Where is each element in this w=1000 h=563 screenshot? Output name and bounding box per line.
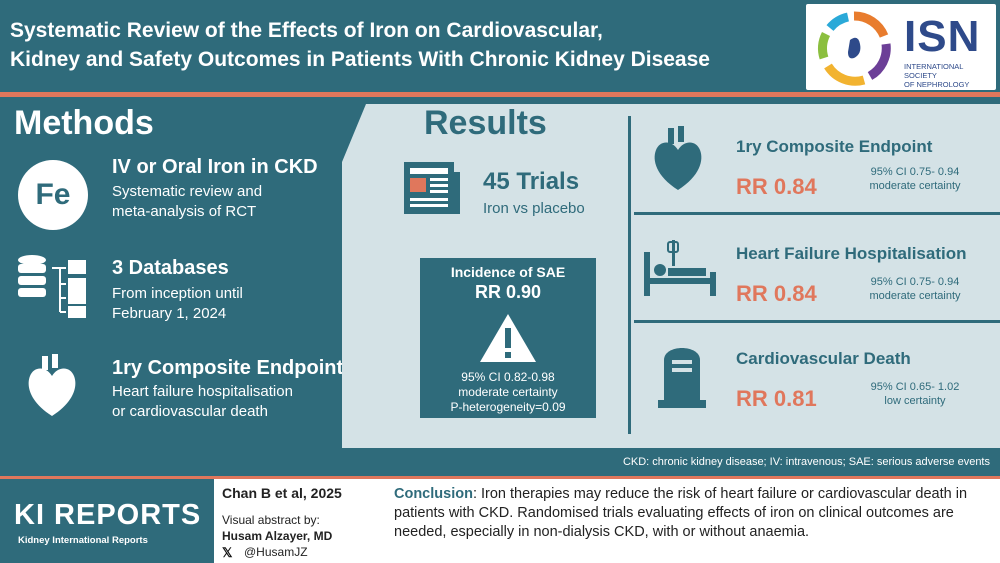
method-heading-databases: 3 Databases — [112, 257, 229, 279]
outcome-certainty: moderate certainty — [869, 180, 961, 192]
outcome-rr-composite: RR 0.84 — [736, 174, 817, 199]
isn-sub-line-2: OF NEPHROLOGY — [904, 80, 970, 89]
outcome-ci-hf: 95% CI 0.75- 0.94 moderate certainty — [850, 275, 980, 303]
sae-ci: 95% CI 0.82-0.98 — [461, 370, 555, 384]
conclusion: Conclusion: Iron therapies may reduce th… — [394, 485, 994, 542]
outcome-rr-hf: RR 0.84 — [736, 281, 817, 306]
results-heading: Results — [424, 104, 547, 142]
method-heading-endpoint: 1ry Composite Endpoint — [112, 357, 344, 379]
results-panel-corner — [342, 104, 366, 162]
page-title: Systematic Review of the Effects of Iron… — [10, 16, 800, 74]
ki-reports-logo-subtitle: Kidney International Reports — [18, 535, 148, 546]
visual-abstract-label: Visual abstract by: — [222, 513, 320, 527]
database-icon — [18, 255, 86, 318]
sae-box: Incidence of SAE RR 0.90 95% CI 0.82-0.9… — [420, 258, 596, 418]
outcome-ci: 95% CI 0.75- 0.94 — [870, 276, 960, 288]
title-line-1: Systematic Review of the Effects of Iron… — [10, 19, 603, 42]
method-line: or cardiovascular death — [112, 403, 268, 420]
outcome-divider — [634, 212, 1000, 215]
method-line: meta-analysis of RCT — [112, 203, 257, 220]
outcome-ci: 95% CI 0.75- 0.94 — [870, 166, 960, 178]
outcome-title-composite: 1ry Composite Endpoint — [736, 137, 933, 156]
method-line: Heart failure hospitalisation — [112, 383, 293, 400]
sae-rr: RR 0.90 — [474, 282, 542, 302]
trials-comparison: Iron vs placebo — [483, 200, 585, 217]
isn-logo: ISN INTERNATIONAL SOCIETY OF NEPHROLOGY — [806, 4, 996, 90]
outcome-title-hf: Heart Failure Hospitalisation — [736, 244, 967, 263]
newspaper-icon — [404, 162, 460, 214]
iron-fe-icon: Fe — [18, 160, 88, 230]
x-logo-icon: 𝕏 — [222, 545, 233, 560]
sae-stats: 95% CI 0.82-0.98 moderate certainty P-he… — [420, 370, 596, 415]
method-line: Systematic review and — [112, 183, 263, 200]
method-line: From inception until — [112, 285, 243, 302]
footer-divider — [0, 476, 1000, 479]
header-divider — [0, 92, 1000, 97]
ki-reports-logo-text: KI REPORTS — [14, 499, 202, 531]
results-vertical-divider — [628, 116, 631, 434]
outcome-ci-composite: 95% CI 0.75- 0.94 moderate certainty — [850, 165, 980, 193]
outcome-rr-cv-death: RR 0.81 — [736, 386, 817, 411]
outcome-title-cv-death: Cardiovascular Death — [736, 349, 911, 368]
conclusion-text: : Iron therapies may reduce the risk of … — [394, 486, 968, 540]
method-heading-iron: IV or Oral Iron in CKD — [112, 156, 318, 178]
abbreviations-note: CKD: chronic kidney disease; IV: intrave… — [622, 456, 990, 468]
isn-logo-subtitle: INTERNATIONAL SOCIETY OF NEPHROLOGY — [904, 62, 996, 89]
outcome-certainty: low certainty — [884, 395, 946, 407]
author-name: Husam Alzayer, MD — [222, 529, 333, 543]
citation-block: Chan B et al, 2025 Visual abstract by: H… — [214, 479, 384, 563]
methods-heading: Methods — [14, 104, 154, 142]
isn-logo-text: ISN — [904, 12, 981, 61]
outcome-ci: 95% CI 0.65- 1.02 — [870, 381, 960, 393]
outcome-divider — [634, 320, 1000, 323]
title-line-2: Kidney and Safety Outcomes in Patients W… — [10, 48, 710, 71]
method-body-databases: From inception until February 1, 2024 — [112, 284, 243, 324]
method-body-endpoint: Heart failure hospitalisation or cardiov… — [112, 382, 293, 422]
hospital-bed-icon — [644, 240, 716, 296]
trials-count: 45 Trials — [483, 168, 580, 195]
isn-sub-line-1: INTERNATIONAL SOCIETY — [904, 62, 964, 80]
conclusion-block: Conclusion: Iron therapies may reduce th… — [384, 479, 1000, 563]
outcome-certainty: moderate certainty — [869, 290, 961, 302]
conclusion-label: Conclusion — [394, 486, 473, 502]
citation: Chan B et al, 2025 — [222, 485, 342, 501]
heart-icon — [654, 126, 702, 190]
warning-icon — [480, 314, 536, 362]
heart-icon — [28, 354, 76, 416]
outcome-ci-cv-death: 95% CI 0.65- 1.02 low certainty — [850, 380, 980, 408]
method-line: February 1, 2024 — [112, 305, 227, 322]
sae-label: Incidence of SAE — [450, 264, 566, 280]
ki-reports-logo: KI REPORTS Kidney International Reports — [0, 479, 214, 563]
method-body-iron: Systematic review and meta-analysis of R… — [112, 182, 262, 222]
results-panel-left — [342, 162, 366, 448]
sae-certainty: moderate certainty — [458, 385, 558, 399]
author-handle[interactable]: @HusamJZ — [244, 545, 308, 559]
sae-heterogeneity: P-heterogeneity=0.09 — [450, 400, 566, 414]
header: Systematic Review of the Effects of Iron… — [0, 0, 1000, 92]
tombstone-icon — [658, 348, 706, 408]
isn-globe-icon — [818, 11, 891, 86]
